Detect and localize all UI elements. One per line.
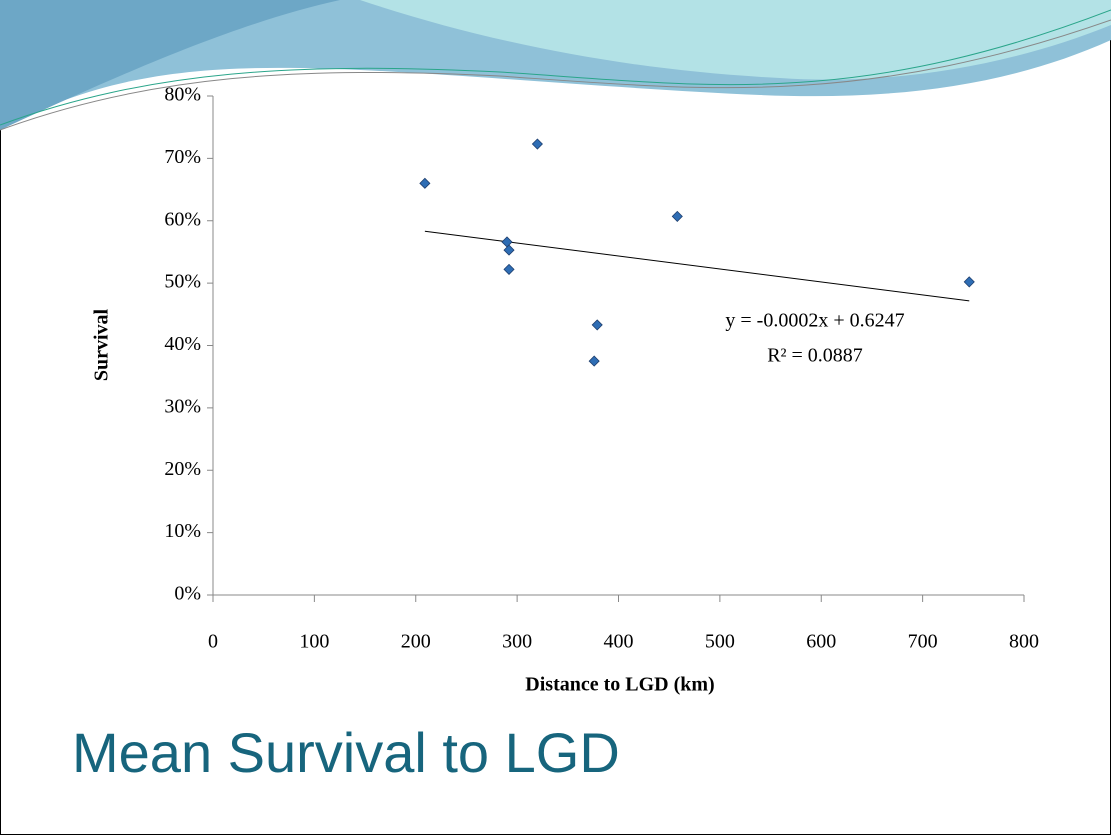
r-squared: R² = 0.0887	[767, 345, 863, 367]
y-tick-label: 60%	[164, 208, 201, 230]
point	[588, 355, 600, 367]
point	[419, 177, 431, 189]
slide-title: Mean Survival to LGD	[72, 721, 620, 784]
x-axis-label: Distance to LGD (km)	[525, 674, 714, 696]
x-tick-label: 600	[806, 631, 836, 653]
x-tick-label: 400	[604, 631, 634, 653]
point	[503, 244, 515, 256]
x-tick-label: 800	[1009, 631, 1039, 653]
y-axis-label: Survival	[91, 308, 113, 381]
y-tick-label: 30%	[164, 395, 201, 417]
y-tick-label: 40%	[164, 333, 201, 355]
y-tick-label: 20%	[164, 458, 201, 480]
trendline	[424, 230, 970, 302]
equation: y = -0.0002x + 0.6247	[725, 310, 904, 332]
point	[503, 263, 515, 275]
y-tick-label: 0%	[174, 583, 201, 605]
y-tick-label: 80%	[164, 84, 201, 106]
point	[531, 138, 543, 150]
x-tick-label: 500	[705, 631, 735, 653]
point	[963, 276, 975, 288]
x-tick-label: 100	[299, 631, 329, 653]
x-tick-label: 0	[208, 631, 218, 653]
y-tick-label: 10%	[164, 520, 201, 542]
decoration	[0, 0, 1111, 131]
point	[591, 319, 603, 331]
y-tick-label: 50%	[164, 271, 201, 293]
point	[671, 210, 683, 222]
x-tick-label: 700	[908, 631, 938, 653]
x-tick-label: 200	[401, 631, 431, 653]
y-tick-label: 70%	[164, 146, 201, 168]
x-tick-label: 300	[502, 631, 532, 653]
